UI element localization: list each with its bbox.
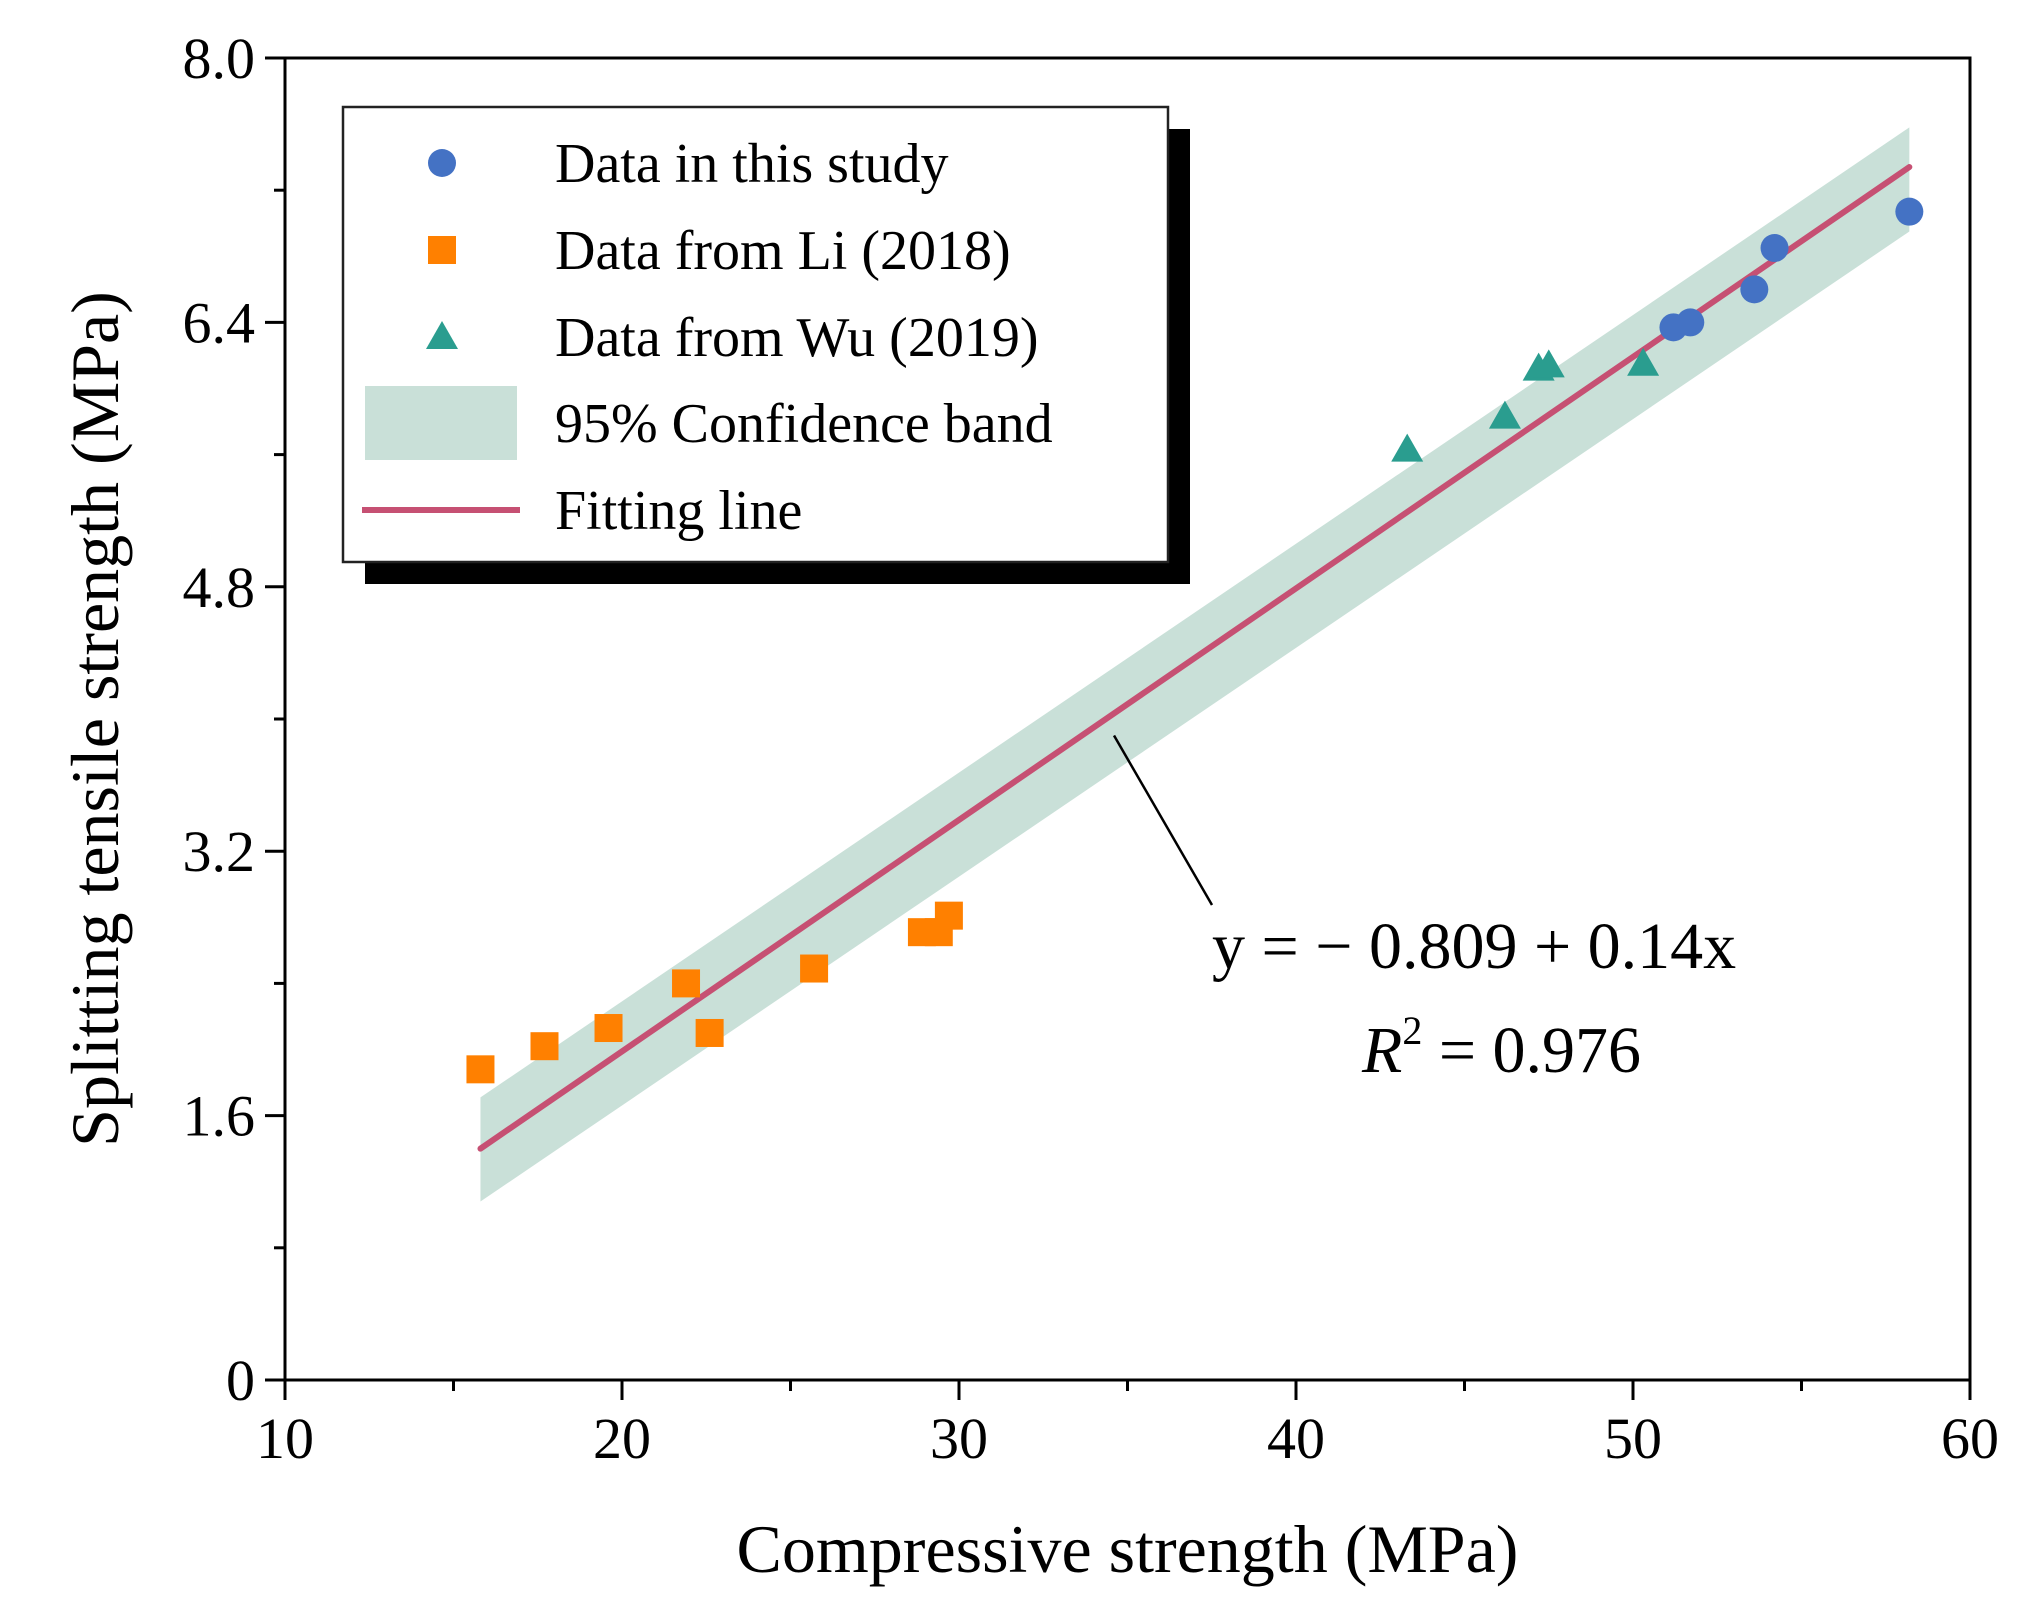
x-tick-label: 10 — [256, 1406, 314, 1471]
x-axis-title: Compressive strength (MPa) — [737, 1511, 1519, 1587]
y-tick-label: 3.2 — [183, 819, 256, 884]
confidence-band — [480, 127, 1910, 1202]
point-li — [934, 901, 963, 930]
legend-label: Data from Li (2018) — [555, 220, 1011, 282]
r-superscript: 2 — [1402, 1008, 1422, 1053]
annotation-pointer — [1112, 734, 1214, 906]
x-tick-label: 60 — [1941, 1406, 1999, 1471]
x-tick-label: 30 — [930, 1406, 988, 1471]
axes: 10 20 30 40 50 60 0 1.6 3.2 4.8 6.4 8.0 Compressive … — [57, 26, 1999, 1587]
point-wu — [1532, 349, 1565, 378]
x-tick-label: 40 — [1267, 1406, 1325, 1471]
r-squared-text: R2 = 0.976 — [1361, 1008, 1641, 1087]
point-study — [1676, 308, 1705, 337]
legend-label: Fitting line — [555, 480, 802, 542]
equation-text: y = − 0.809 + 0.14x — [1212, 910, 1736, 983]
point-wu — [1391, 433, 1424, 462]
point-li — [466, 1055, 495, 1084]
r-value: = 0.976 — [1422, 1014, 1641, 1087]
y-tick-label: 8.0 — [183, 26, 256, 91]
point-study — [1740, 275, 1769, 304]
y-tick-label: 0 — [226, 1348, 255, 1413]
legend-label: 95% Confidence band — [555, 393, 1053, 455]
legend: Data in this study Data from Li (2018) Dat… — [341, 105, 1190, 584]
y-tick-label: 4.8 — [183, 555, 256, 620]
point-wu — [1627, 347, 1660, 376]
legend-symbol-study — [428, 149, 456, 177]
legend-box — [341, 105, 1170, 564]
equation-annotation: y = − 0.809 + 0.14x R2 = 0.976 — [1112, 734, 1736, 1087]
confidence-band-layer — [480, 127, 1910, 1202]
legend-symbol-li — [428, 236, 456, 264]
legend-label: Data from Wu (2019) — [555, 307, 1038, 369]
point-li — [530, 1032, 559, 1061]
y-tick-label: 1.6 — [183, 1084, 256, 1149]
point-study — [1895, 197, 1924, 226]
point-wu — [1488, 400, 1521, 429]
legend-symbol-band — [365, 386, 517, 460]
legend-label: Data in this study — [555, 133, 949, 195]
y-axis-title: Splitting tensile strength (MPa) — [57, 291, 133, 1147]
point-li — [594, 1014, 623, 1043]
y-tick-label: 6.4 — [183, 290, 256, 355]
point-li — [800, 954, 829, 983]
point-li — [672, 969, 701, 998]
x-tick-label: 50 — [1604, 1406, 1662, 1471]
points-layer — [466, 197, 1924, 1084]
r-symbol: R — [1361, 1014, 1402, 1087]
point-study — [1760, 234, 1789, 263]
x-tick-label: 20 — [593, 1406, 651, 1471]
legend-symbol-wu — [426, 321, 458, 349]
point-li — [695, 1018, 724, 1047]
